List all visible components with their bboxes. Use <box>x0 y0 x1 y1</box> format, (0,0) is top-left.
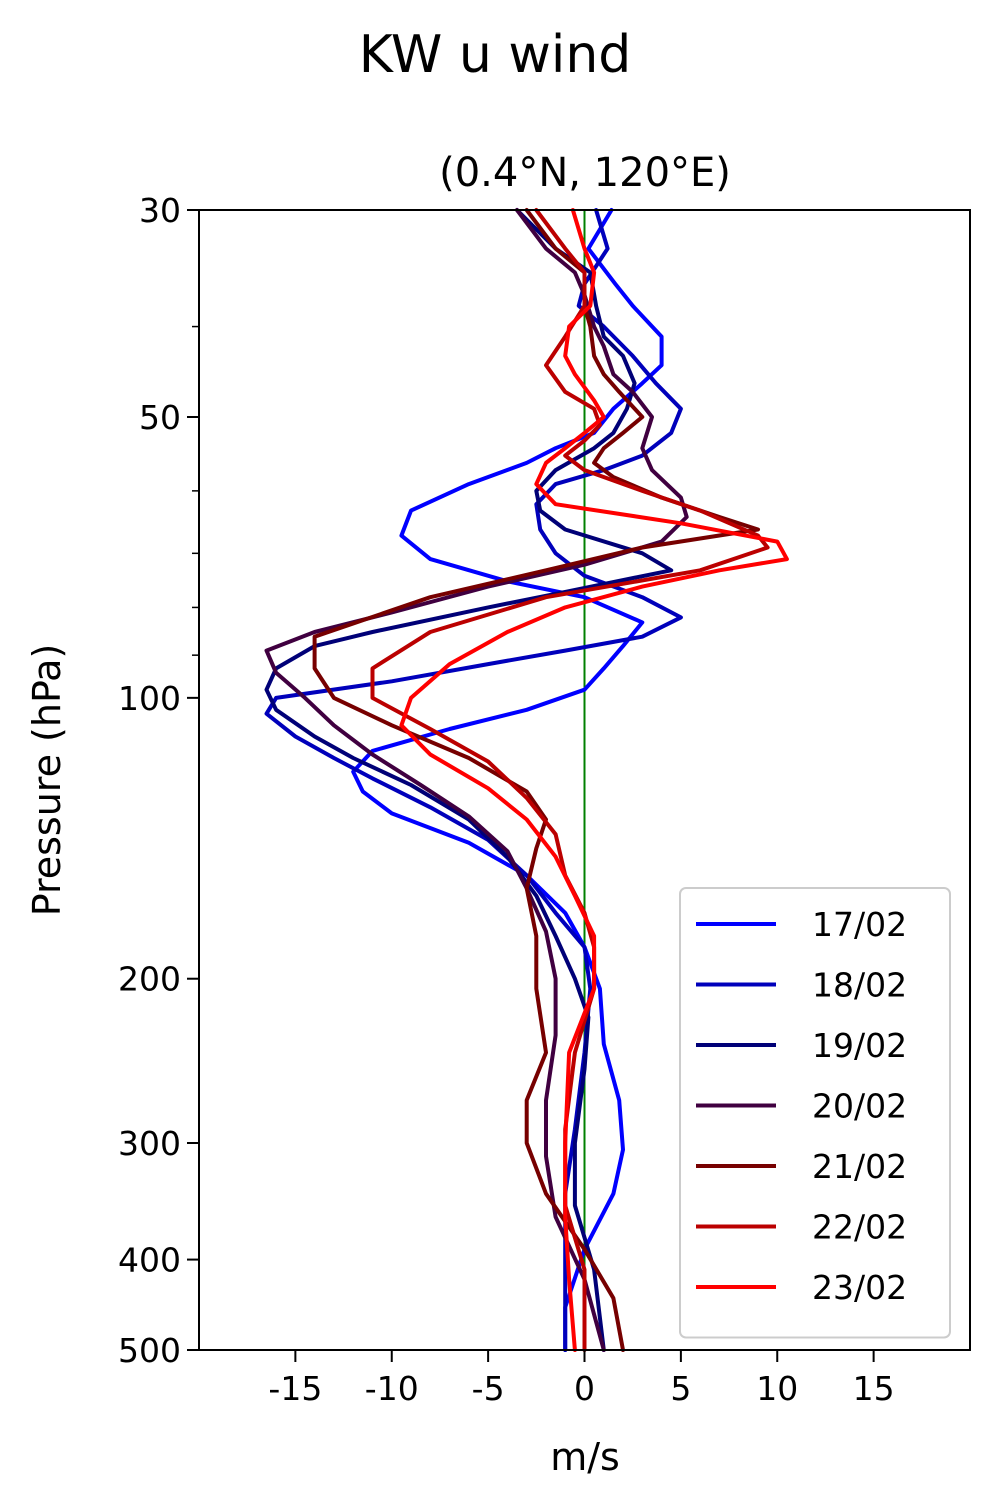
legend-entry: 18/02 <box>812 966 907 1005</box>
x-tick-label: 15 <box>853 1369 895 1408</box>
y-tick-label: 500 <box>118 1331 181 1370</box>
y-tick-label: 300 <box>118 1124 181 1163</box>
x-tick-label: 0 <box>574 1369 595 1408</box>
legend-entry: 19/02 <box>812 1026 907 1065</box>
chart-title: KW u wind <box>359 25 632 85</box>
x-tick-label: -15 <box>268 1369 322 1408</box>
y-axis-label: Pressure (hPa) <box>25 644 69 917</box>
y-tick-label: 50 <box>139 398 181 437</box>
legend-entry: 23/02 <box>812 1268 907 1307</box>
chart-subtitle: (0.4°N, 120°E) <box>439 150 731 196</box>
x-axis-label: m/s <box>550 1435 620 1479</box>
x-tick-label: 5 <box>670 1369 691 1408</box>
y-axis-ticks: 30 50 100 200 300 400 500 <box>118 191 199 1370</box>
y-tick-label: 400 <box>118 1241 181 1280</box>
series-line-18-02 <box>264 208 683 1352</box>
legend-entry: 17/02 <box>812 905 907 944</box>
series-line-19-02 <box>264 208 674 1352</box>
x-tick-label: -5 <box>472 1369 505 1408</box>
x-tick-label: 10 <box>756 1369 798 1408</box>
y-tick-label: 30 <box>139 191 181 230</box>
x-axis-ticks: -15 -10 -5 0 5 10 15 <box>268 1350 895 1408</box>
legend-entry: 21/02 <box>812 1147 907 1186</box>
y-tick-label: 100 <box>118 679 181 718</box>
legend-entry: 20/02 <box>812 1087 907 1126</box>
y-tick-label: 200 <box>118 960 181 999</box>
series-line-20-02 <box>264 208 689 1352</box>
legend-entry: 22/02 <box>812 1208 907 1247</box>
legend: 17/02 18/02 19/02 20/02 21/02 22/02 23/02 <box>679 887 951 1339</box>
series-line-23-02 <box>399 208 789 1352</box>
x-tick-label: -10 <box>365 1369 419 1408</box>
series-layer <box>264 208 789 1352</box>
series-line-21-02 <box>312 208 760 1352</box>
